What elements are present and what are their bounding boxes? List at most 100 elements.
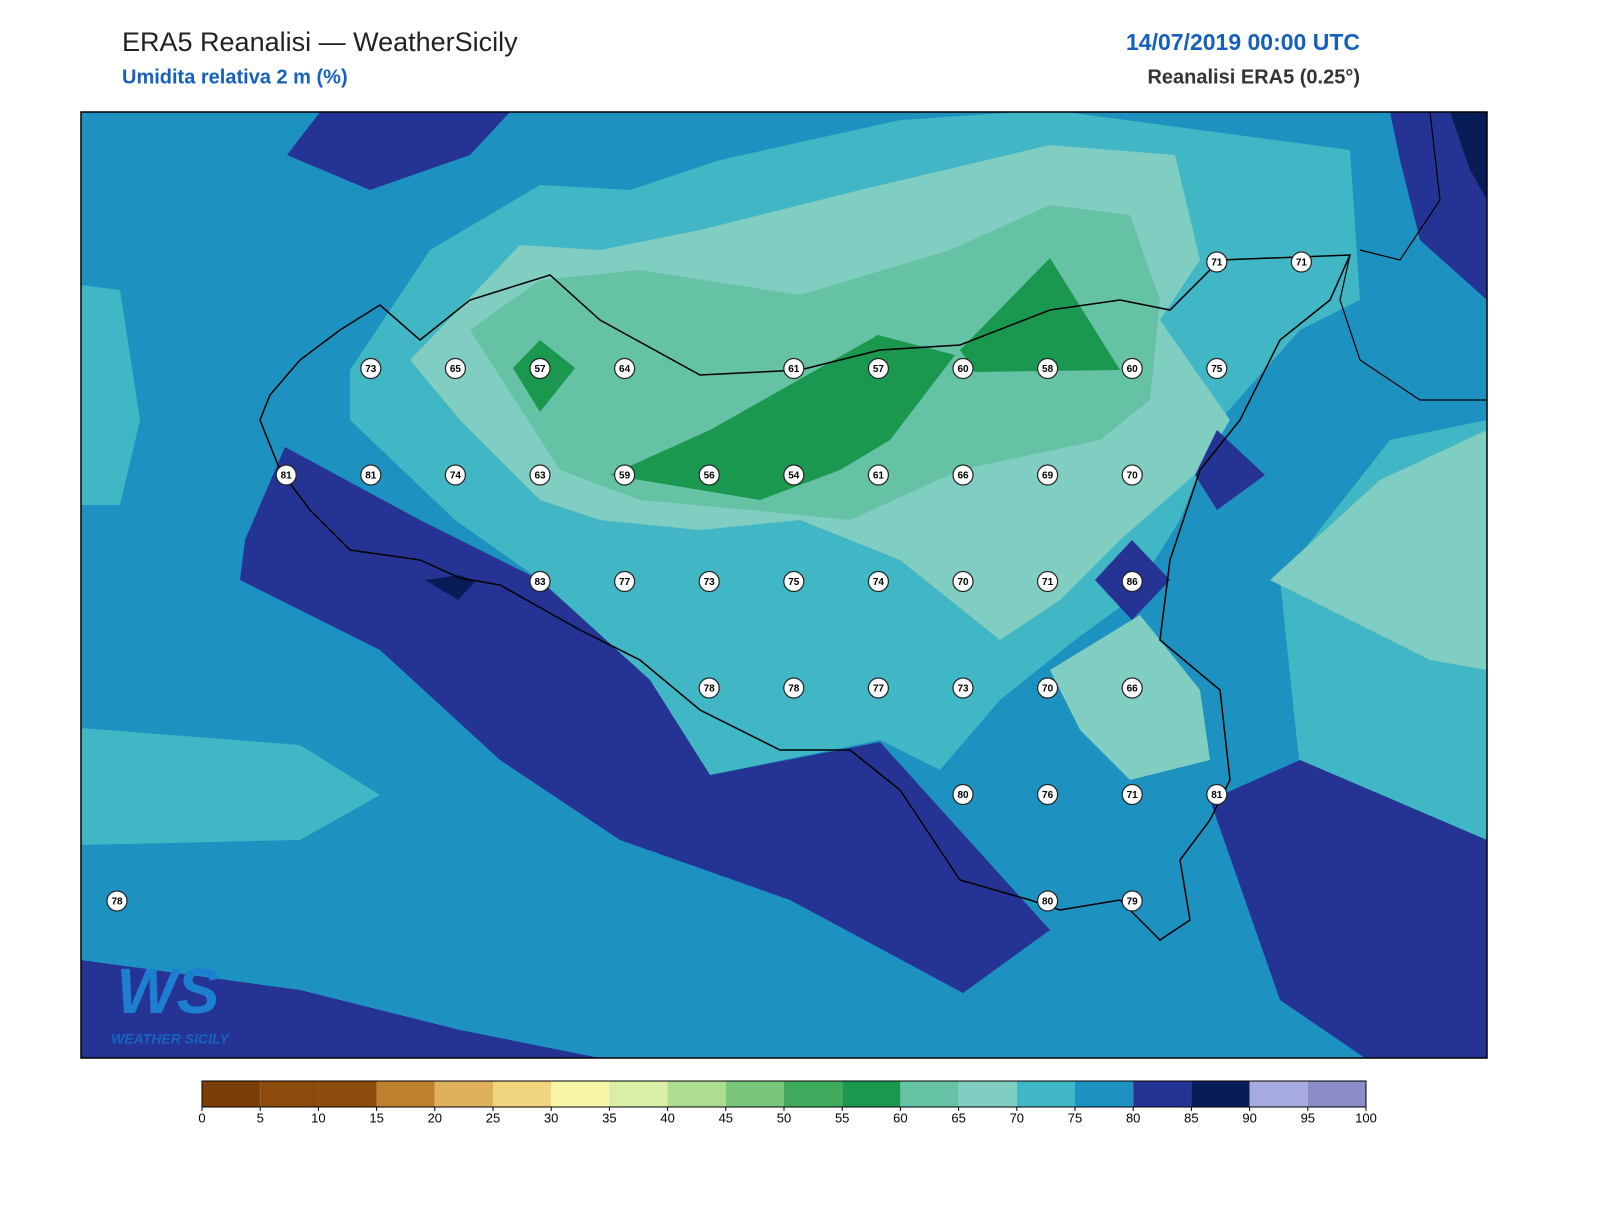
colorbar-tick-label: 60 <box>893 1110 907 1125</box>
station-marker <box>1121 357 1143 380</box>
station-value: 75 <box>1211 364 1223 375</box>
contours <box>81 112 1487 1058</box>
colorbar-tick-label: 50 <box>777 1110 791 1125</box>
colorbar-swatch <box>667 1081 726 1107</box>
colorbar-swatch <box>1016 1081 1075 1107</box>
station-value: 63 <box>534 471 546 482</box>
subtitle: Umidita relativa 2 m (%) <box>122 66 348 88</box>
station-marker <box>1036 357 1059 380</box>
station-value: 78 <box>704 684 716 695</box>
station-marker <box>529 570 551 593</box>
station-marker <box>613 464 636 486</box>
colorbar-swatch <box>202 1081 261 1107</box>
station-value: 78 <box>111 897 123 908</box>
colorbar-swatch <box>900 1081 959 1107</box>
station-marker <box>275 464 297 486</box>
colorbar-swatch <box>958 1081 1017 1107</box>
station-marker <box>952 783 974 806</box>
station-marker <box>867 570 890 593</box>
station-value: 81 <box>365 471 377 482</box>
colorbar-tick-label: 75 <box>1068 1110 1082 1125</box>
colorbar-tick-label: 15 <box>369 1110 383 1125</box>
station-value: 74 <box>873 577 885 588</box>
station-marker <box>1206 251 1228 273</box>
station-value: 75 <box>788 577 800 588</box>
station-marker <box>1036 570 1059 593</box>
station-value: 66 <box>1127 684 1139 695</box>
station-value: 56 <box>704 471 716 482</box>
colorbar: 0 5 10 15 20 25 30 35 40 45 50 55 60 65 70 75 80 85 90 95 10… <box>198 1080 1377 1125</box>
station-value: 57 <box>534 364 546 375</box>
colorbar-tick-label: 30 <box>544 1110 558 1125</box>
station-value: 64 <box>619 364 631 375</box>
colorbar-tick-label: 85 <box>1184 1110 1198 1125</box>
datetime: 14/07/2019 00:00 UTC <box>1126 29 1360 55</box>
station-value: 83 <box>534 577 546 588</box>
coastline <box>259 254 1352 941</box>
station-marker <box>1206 783 1228 806</box>
station-value: 80 <box>957 790 969 801</box>
station-value: 81 <box>281 471 293 482</box>
colorbar-swatch <box>1133 1081 1192 1107</box>
station-marker <box>952 677 974 699</box>
station-marker <box>613 357 636 380</box>
station-marker <box>1121 677 1143 699</box>
station-value: 69 <box>1042 471 1054 482</box>
colorbar-tick-label: 40 <box>660 1110 674 1125</box>
station-marker <box>1036 783 1059 806</box>
station-marker <box>529 357 551 380</box>
logo: WS WEATHER SICILY <box>111 955 230 1047</box>
station-value: 79 <box>1127 897 1139 908</box>
station-value: 57 <box>873 364 885 375</box>
station-marker <box>1121 890 1143 912</box>
station-marker <box>1036 464 1059 486</box>
station-value: 60 <box>1127 364 1139 375</box>
contour-60 <box>470 205 1160 520</box>
colorbar-tick-label: 45 <box>719 1110 733 1125</box>
station-marker <box>783 357 805 380</box>
station-marker <box>867 464 890 486</box>
station-marker <box>1036 890 1059 912</box>
station-marker <box>1121 570 1143 593</box>
colorbar-swatch <box>609 1081 668 1107</box>
station-marker <box>444 357 466 380</box>
station-value: 61 <box>788 364 800 375</box>
station-marker <box>952 357 974 380</box>
station-value: 70 <box>1042 684 1054 695</box>
title: ERA5 Reanalisi — WeatherSicily <box>122 27 518 57</box>
colorbar-swatch <box>1249 1081 1308 1107</box>
colorbar-tick-label: 0 <box>198 1110 205 1125</box>
station-value: 60 <box>957 364 969 375</box>
colorbar-swatch <box>551 1081 610 1107</box>
colorbar-tick-label: 55 <box>835 1110 849 1125</box>
colorbar-tick-label: 100 <box>1355 1110 1377 1125</box>
station-marker <box>360 464 382 486</box>
contour-85 <box>425 112 1487 600</box>
station-marker <box>1121 783 1143 806</box>
colorbar-tick-label: 65 <box>951 1110 965 1125</box>
station-value: 73 <box>957 684 969 695</box>
station-value: 59 <box>619 471 631 482</box>
colorbar-tick-label: 95 <box>1301 1110 1315 1125</box>
coastline-mainland <box>1339 112 1487 401</box>
colorbar-swatch <box>434 1081 493 1107</box>
colorbar-swatch <box>725 1081 784 1107</box>
station-marker <box>529 464 551 486</box>
colorbar-tick-label: 10 <box>311 1110 325 1125</box>
colorbar-tick-label: 70 <box>1010 1110 1024 1125</box>
station-marker <box>106 890 128 912</box>
station-value: 74 <box>450 471 462 482</box>
station-value: 70 <box>957 577 969 588</box>
station-value: 61 <box>873 471 885 482</box>
station-value: 71 <box>1042 577 1054 588</box>
station-marker <box>783 677 805 699</box>
colorbar-tick-label: 5 <box>257 1110 264 1125</box>
station-value: 80 <box>1042 897 1054 908</box>
colorbar-swatch <box>842 1081 901 1107</box>
colorbar-swatch <box>784 1081 843 1107</box>
station-marker <box>783 570 805 593</box>
station-marker <box>698 464 720 486</box>
station-value: 70 <box>1127 471 1139 482</box>
station-value: 65 <box>450 364 462 375</box>
